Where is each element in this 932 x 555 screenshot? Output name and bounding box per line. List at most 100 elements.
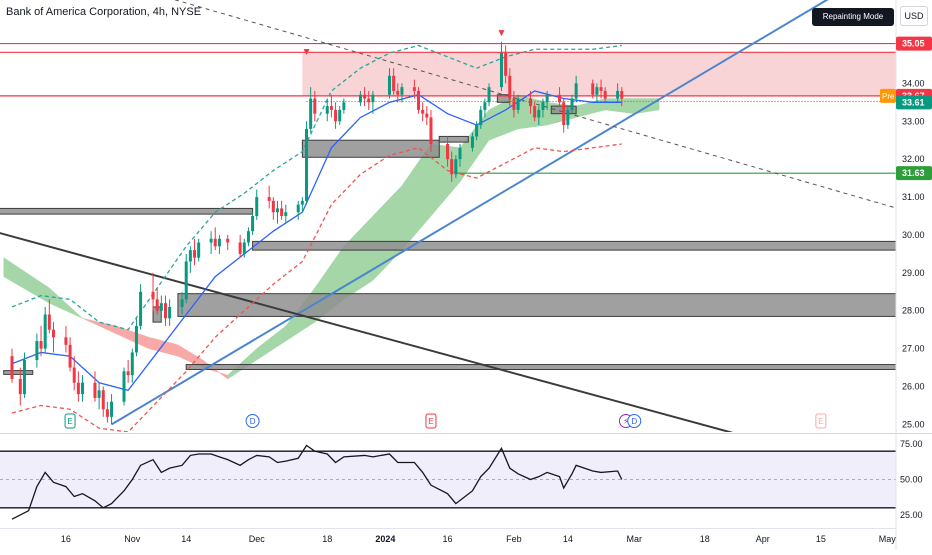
candle-body (595, 87, 599, 95)
candle-body (168, 306, 172, 319)
candle-body (371, 94, 375, 103)
candle-body (475, 125, 479, 137)
price-tick-label: 33.00 (902, 116, 925, 126)
order-block-zone (438, 135, 469, 143)
candle-body (22, 360, 26, 395)
candle-body (296, 204, 300, 213)
candle-body (43, 314, 47, 349)
candle-body (139, 291, 143, 326)
candle-body (417, 90, 421, 110)
price-label-box (896, 166, 932, 181)
candle-body (483, 102, 487, 110)
price-tick-label: 29.00 (902, 268, 925, 278)
price-label-text: 35.05 (902, 39, 925, 49)
candle-body (134, 325, 138, 353)
price-tick-label: 26.00 (902, 382, 925, 392)
candle-body (400, 87, 404, 95)
candle-body (334, 109, 338, 122)
price-label-text: 33.61 (902, 97, 925, 107)
candle-body (300, 200, 304, 205)
event-marker-letter: E (818, 417, 823, 426)
cloud-bear-segment (148, 336, 179, 357)
order-block-zone (0, 207, 254, 215)
candle-body (180, 299, 184, 307)
candle-body (529, 98, 533, 107)
rsi-tick-label: 75.00 (900, 439, 923, 449)
indicator-line (11, 143, 622, 432)
candle-body (284, 212, 288, 216)
rsi-pane (0, 444, 896, 520)
candle-body (396, 90, 400, 95)
candle-body (159, 303, 163, 311)
candle-body (329, 106, 333, 110)
candle-body (479, 109, 483, 126)
candle-body (541, 102, 545, 110)
candle-body (392, 75, 396, 91)
candle-body (72, 367, 76, 383)
candle-body (246, 231, 250, 243)
time-tick-label: Feb (506, 534, 522, 544)
price-label-box (896, 36, 932, 51)
sell-signal-marker (303, 49, 310, 56)
price-label-text: 31.63 (902, 168, 925, 178)
candle-body (499, 53, 503, 88)
price-tick-label: 25.00 (902, 419, 925, 429)
currency-button[interactable]: USD (900, 6, 928, 26)
candle-body (545, 94, 549, 103)
time-tick-label: May (879, 534, 897, 544)
order-block-zone (177, 293, 896, 317)
candle-body (18, 378, 22, 395)
main-pane: E D E ⚡ D E (0, 0, 896, 432)
order-block-zone (185, 364, 896, 370)
order-block-zone (3, 370, 34, 375)
candle-body (458, 147, 462, 160)
candle-body (10, 356, 14, 379)
candle-body (591, 83, 595, 95)
candle-body (226, 238, 230, 243)
candle-body (570, 98, 574, 110)
event-marker-letter: E (428, 417, 433, 426)
price-tick-label: 30.00 (902, 230, 925, 240)
candle-body (126, 371, 130, 376)
candle-body (105, 409, 109, 417)
time-tick-label: 14 (563, 534, 573, 544)
time-tick-label: Nov (124, 534, 141, 544)
candle-body (325, 106, 329, 114)
candle-body (68, 344, 72, 368)
dividend-marker (627, 414, 642, 428)
earnings-marker (425, 413, 437, 429)
candle-body (81, 382, 85, 395)
price-tick-label: 28.00 (902, 306, 925, 316)
candle-body (47, 314, 51, 330)
candle-body (425, 113, 429, 118)
candle-body (188, 250, 192, 262)
price-tick-label: 27.00 (902, 344, 925, 354)
candle-body (338, 109, 342, 122)
sell-signal-marker (498, 30, 505, 37)
candle-body (242, 242, 246, 254)
candle-body (421, 109, 425, 114)
time-tick-label: 2024 (375, 534, 395, 544)
event-marker-letter: ⚡ (623, 417, 629, 426)
candle-body (512, 98, 516, 110)
candle-body (620, 90, 624, 99)
trend-line (174, 0, 896, 209)
candle-body (358, 94, 362, 103)
rsi-tick-label: 50.00 (900, 475, 923, 485)
candle-body (342, 102, 346, 110)
candle-body (39, 341, 43, 349)
candle-body (537, 109, 541, 118)
trend-line (0, 232, 734, 432)
candle-body (271, 200, 275, 213)
candle-body (562, 102, 566, 126)
candle-body (470, 136, 474, 148)
cloud-bull-segment (401, 143, 432, 251)
cloud-bull-segment (256, 325, 287, 361)
candle-body (35, 341, 39, 360)
candle-body (487, 87, 491, 103)
time-tick-label: 16 (443, 534, 453, 544)
price-label-box (896, 95, 932, 110)
order-block-zone (252, 240, 896, 251)
